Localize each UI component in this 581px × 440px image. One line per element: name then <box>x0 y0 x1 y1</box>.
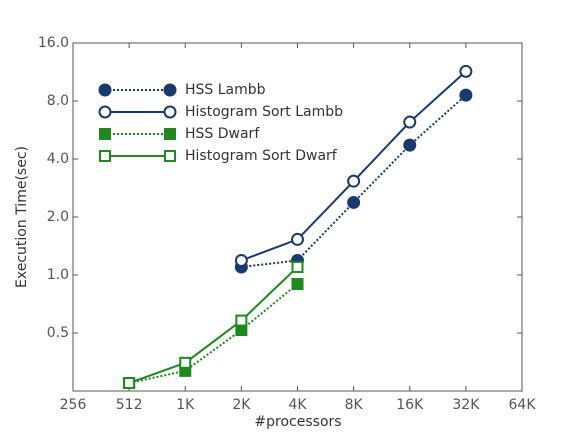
x-tick-label: 2K <box>232 397 251 413</box>
x-tick-label: 8K <box>345 397 364 413</box>
legend-marker <box>99 128 111 140</box>
y-tick-label: 8.0 <box>47 93 69 109</box>
marker <box>347 195 361 209</box>
legend-marker <box>163 105 177 119</box>
y-tick-label: 16.0 <box>38 35 69 51</box>
x-tick-label: 16K <box>396 397 424 413</box>
x-axis-label: #processors <box>254 414 341 430</box>
legend-marker <box>164 128 176 140</box>
series-line <box>128 266 299 384</box>
x-tick-label: 4K <box>288 397 307 413</box>
marker <box>291 232 304 246</box>
x-tick-label: 1K <box>176 397 195 413</box>
y-tick-label: 2.0 <box>47 209 69 225</box>
legend-label: Histogram Sort Dwarf <box>185 148 338 164</box>
x-tick-label: 64K <box>509 397 537 413</box>
marker <box>459 64 473 78</box>
legend-marker <box>163 83 177 97</box>
legend-marker <box>98 83 112 97</box>
plot-frame <box>72 42 523 392</box>
series-line <box>241 70 467 262</box>
y-axis-label: Execution Time(sec) <box>14 146 30 288</box>
legend-label: Histogram Sort Lambb <box>185 104 343 120</box>
marker <box>291 278 304 291</box>
legend-marker <box>99 150 111 162</box>
marker <box>347 174 361 188</box>
legend-label: HSS Dwarf <box>185 126 260 142</box>
y-tick-label: 1.0 <box>47 267 69 283</box>
marker <box>235 314 248 327</box>
x-tick-label: 32K <box>452 397 480 413</box>
marker <box>403 138 417 152</box>
x-tick-label: 256 <box>60 397 87 413</box>
marker <box>403 115 417 129</box>
y-tick-label: 4.0 <box>47 151 69 167</box>
legend-label: HSS Lambb <box>185 82 266 98</box>
legend-marker <box>98 105 112 119</box>
marker <box>234 253 248 267</box>
marker <box>123 377 136 390</box>
legend-marker <box>164 150 176 162</box>
marker <box>291 261 304 274</box>
marker <box>179 356 192 369</box>
y-tick-label: 0.5 <box>47 325 69 341</box>
marker <box>459 88 473 102</box>
series-line <box>128 283 299 385</box>
x-tick-label: 512 <box>116 397 143 413</box>
